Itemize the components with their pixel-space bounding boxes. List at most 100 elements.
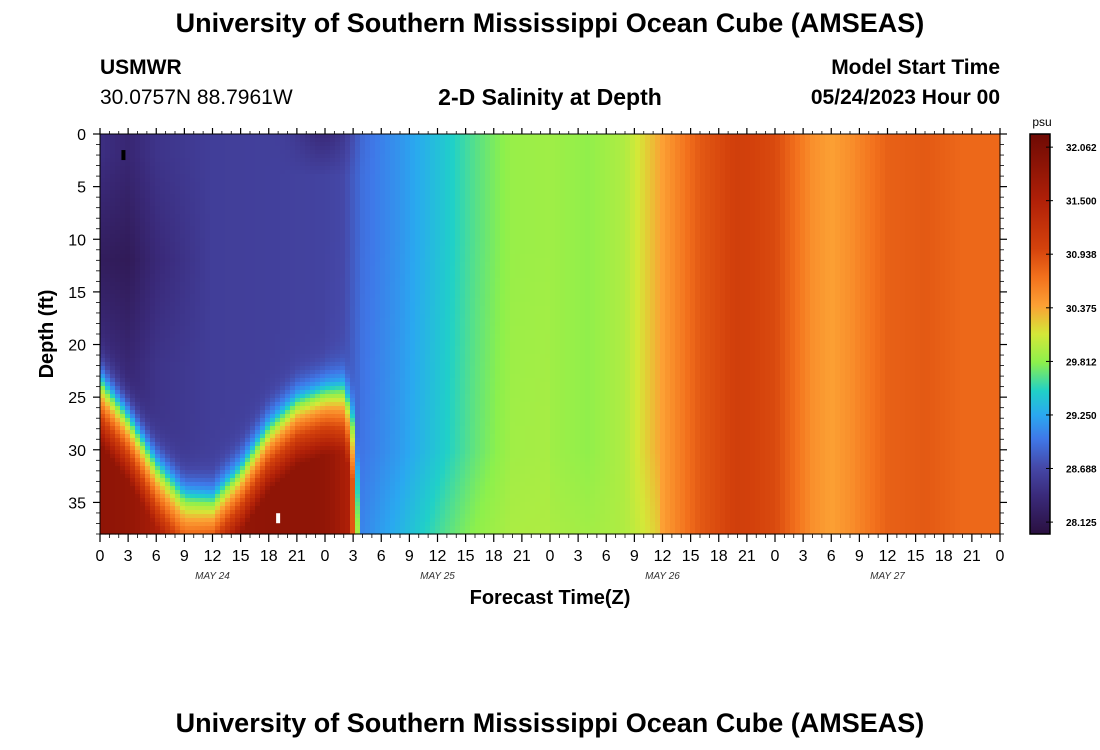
heat-cell bbox=[130, 338, 136, 343]
heat-cell bbox=[310, 150, 316, 155]
heat-cell bbox=[220, 138, 226, 143]
heat-cell bbox=[235, 490, 241, 495]
heat-cell bbox=[105, 374, 111, 379]
heat-cell bbox=[200, 254, 206, 259]
heat-cell bbox=[265, 174, 271, 179]
heat-cell bbox=[210, 202, 216, 207]
heat-cell bbox=[230, 258, 236, 263]
heat-cell bbox=[140, 298, 146, 303]
heat-cell bbox=[345, 482, 351, 487]
heat-cell bbox=[100, 450, 106, 455]
heat-cell bbox=[130, 402, 136, 407]
heat-cell bbox=[345, 342, 351, 347]
heat-cell bbox=[180, 490, 186, 495]
heat-cell bbox=[280, 518, 286, 523]
heat-cell bbox=[225, 394, 231, 399]
heat-cell bbox=[260, 386, 266, 391]
heat-cell bbox=[315, 494, 321, 499]
heat-cell bbox=[190, 298, 196, 303]
heat-cell bbox=[325, 294, 331, 299]
heat-cell bbox=[125, 502, 131, 507]
heat-cell bbox=[215, 162, 221, 167]
heat-cell bbox=[225, 422, 231, 427]
heat-cell bbox=[260, 498, 266, 503]
heat-cell bbox=[170, 326, 176, 331]
heat-cell bbox=[105, 198, 111, 203]
heat-cell bbox=[110, 294, 116, 299]
heat-cell bbox=[295, 322, 301, 327]
heat-cell bbox=[250, 158, 256, 163]
heat-cell bbox=[195, 154, 201, 159]
heat-cell bbox=[305, 294, 311, 299]
heat-cell bbox=[205, 162, 211, 167]
heat-cell bbox=[220, 218, 226, 223]
heat-cell bbox=[100, 302, 106, 307]
heat-cell bbox=[205, 306, 211, 311]
heat-cell bbox=[285, 414, 291, 419]
heat-cell bbox=[230, 426, 236, 431]
heat-cell bbox=[165, 202, 171, 207]
heat-cell bbox=[140, 482, 146, 487]
heat-cell bbox=[210, 258, 216, 263]
heat-cell bbox=[170, 358, 176, 363]
heat-cell bbox=[100, 390, 106, 395]
heat-cell bbox=[135, 198, 141, 203]
heat-cell bbox=[100, 282, 106, 287]
heat-cell bbox=[180, 178, 186, 183]
heat-cell bbox=[130, 390, 136, 395]
heat-cell bbox=[330, 454, 336, 459]
heat-cell bbox=[275, 458, 281, 463]
heat-cell bbox=[165, 494, 171, 499]
heat-cell bbox=[260, 270, 266, 275]
heat-cell bbox=[250, 518, 256, 523]
heat-cell bbox=[325, 422, 331, 427]
heat-cell bbox=[310, 134, 316, 139]
heat-cell bbox=[265, 470, 271, 475]
heat-cell bbox=[270, 270, 276, 275]
heat-cell bbox=[220, 170, 226, 175]
heat-cell bbox=[255, 402, 261, 407]
heat-cell bbox=[260, 282, 266, 287]
heat-cell bbox=[195, 314, 201, 319]
heat-cell bbox=[250, 218, 256, 223]
heat-cell bbox=[330, 230, 336, 235]
heat-cell bbox=[145, 526, 151, 531]
heat-cell bbox=[175, 406, 181, 411]
heat-cell bbox=[305, 454, 311, 459]
heat-cell bbox=[285, 286, 291, 291]
heat-cell bbox=[335, 286, 341, 291]
heat-cell bbox=[125, 514, 131, 519]
heat-cell bbox=[195, 134, 201, 139]
heat-cell bbox=[155, 526, 161, 531]
heat-cell bbox=[330, 330, 336, 335]
heat-cell bbox=[155, 170, 161, 175]
heat-cell bbox=[160, 242, 166, 247]
heat-cell bbox=[265, 522, 271, 527]
heat-cell bbox=[305, 202, 311, 207]
heat-cell bbox=[185, 198, 191, 203]
heat-cell bbox=[125, 206, 131, 211]
heat-cell bbox=[170, 210, 176, 215]
heat-cell bbox=[235, 138, 241, 143]
heat-cell bbox=[300, 518, 306, 523]
heat-cell bbox=[250, 238, 256, 243]
heat-cell bbox=[260, 250, 266, 255]
heat-cell bbox=[305, 322, 311, 327]
heat-cell bbox=[110, 290, 116, 295]
heat-cell bbox=[100, 358, 106, 363]
heat-cell bbox=[340, 366, 346, 371]
heat-cell bbox=[120, 378, 126, 383]
heat-cell bbox=[220, 134, 226, 139]
heat-cell bbox=[160, 334, 166, 339]
heat-cell bbox=[325, 142, 331, 147]
heat-cell bbox=[220, 410, 226, 415]
heat-cell bbox=[190, 450, 196, 455]
heat-cell bbox=[340, 398, 346, 403]
heat-cell bbox=[195, 370, 201, 375]
heat-cell bbox=[200, 510, 206, 515]
heat-cell bbox=[145, 262, 151, 267]
heat-cell bbox=[180, 498, 186, 503]
heat-cell bbox=[215, 190, 221, 195]
heat-cell bbox=[150, 338, 156, 343]
heat-cell bbox=[310, 470, 316, 475]
